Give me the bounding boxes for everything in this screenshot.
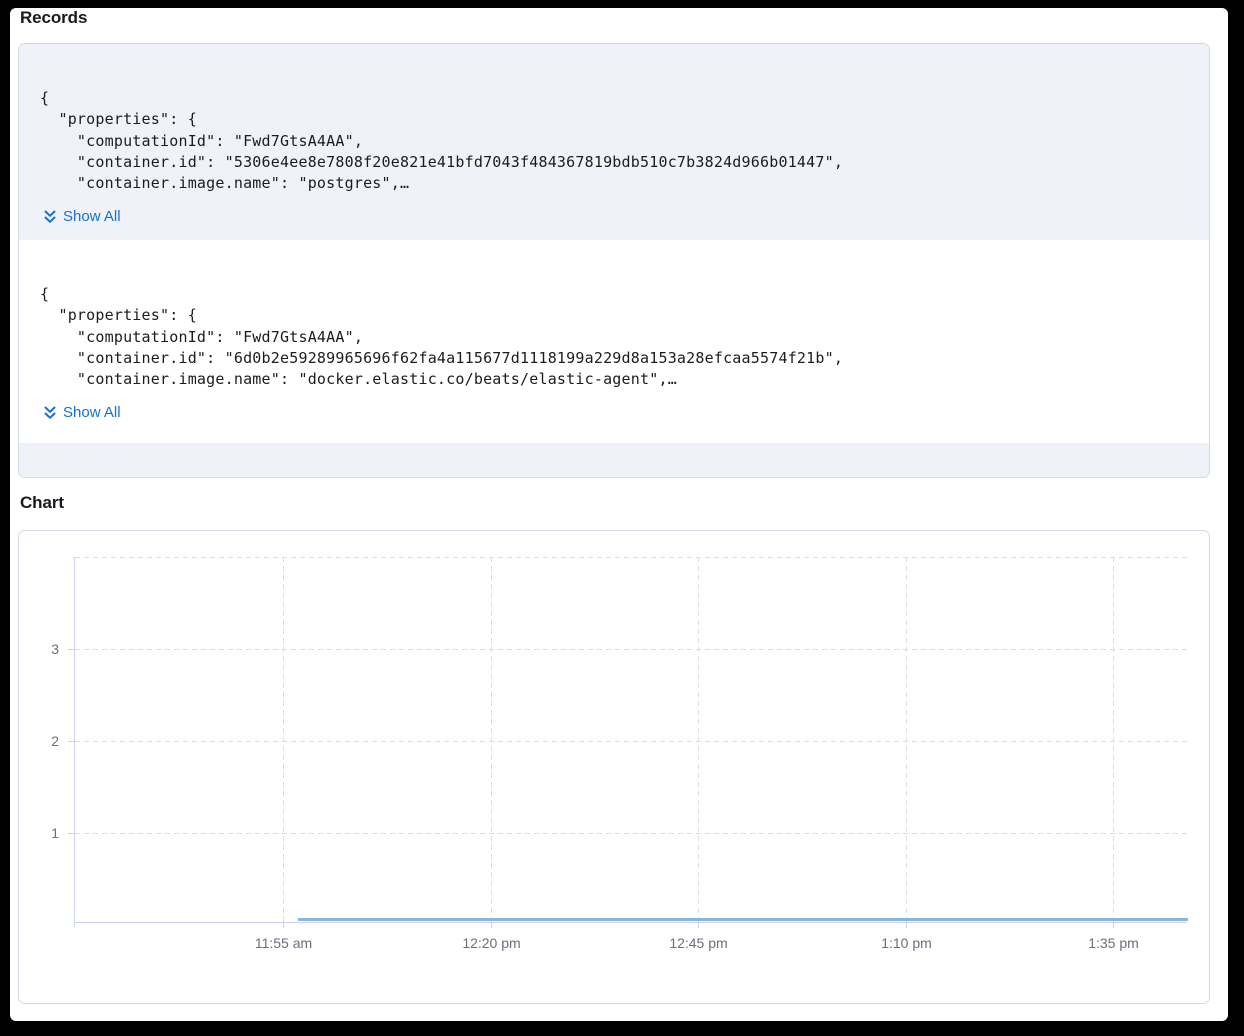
record-row: { "properties": { "computationId": "Fwd7… xyxy=(19,44,1209,240)
json-line: "container.id": "6d0b2e59289965696f62fa4… xyxy=(40,348,844,367)
records-section-title: Records xyxy=(20,8,88,27)
records-chart: 3 2 1 11:55 am 12:20 pm 12:45 pm 1:10 pm… xyxy=(51,557,1188,951)
chart-axes xyxy=(68,557,1187,928)
json-line: { xyxy=(40,285,50,303)
x-tick-label: 11:55 am xyxy=(255,935,312,951)
json-line: "properties": { xyxy=(40,110,197,129)
show-all-button[interactable]: Show All xyxy=(42,208,121,225)
horizontal-gridlines xyxy=(75,557,1187,834)
y-axis-labels: 3 2 1 xyxy=(51,641,59,841)
x-tick-label: 1:10 pm xyxy=(881,935,932,951)
x-axis-labels: 11:55 am 12:20 pm 12:45 pm 1:10 pm 1:35 … xyxy=(255,935,1139,951)
y-tick-label: 1 xyxy=(51,825,59,841)
y-tick-label: 3 xyxy=(51,641,59,657)
double-chevron-down-icon xyxy=(44,406,56,419)
y-tick-label: 2 xyxy=(51,733,59,749)
json-line: "container.image.name": "docker.elastic.… xyxy=(40,370,677,389)
record-row-partial xyxy=(19,443,1209,477)
record-json-preview: { "properties": { "computationId": "Fwd7… xyxy=(40,284,1189,390)
double-chevron-down-icon xyxy=(44,210,56,223)
chart-panel: 3 2 1 11:55 am 12:20 pm 12:45 pm 1:10 pm… xyxy=(18,530,1210,1004)
chart-section-title: Chart xyxy=(20,493,64,512)
x-tick-label: 12:20 pm xyxy=(462,935,520,951)
show-all-label: Show All xyxy=(63,404,121,422)
json-line: "container.id": "5306e4ee8e7808f20e821e4… xyxy=(40,152,844,171)
json-line: { xyxy=(40,89,50,107)
json-line: "properties": { xyxy=(40,306,197,325)
vertical-gridlines xyxy=(283,557,1114,922)
json-line: "computationId": "Fwd7GtsA4AA", xyxy=(40,131,364,150)
record-json-preview: { "properties": { "computationId": "Fwd7… xyxy=(40,88,1189,194)
json-line: "computationId": "Fwd7GtsA4AA", xyxy=(40,327,364,346)
record-row: { "properties": { "computationId": "Fwd7… xyxy=(19,240,1209,443)
records-panel: { "properties": { "computationId": "Fwd7… xyxy=(18,43,1210,478)
show-all-button[interactable]: Show All xyxy=(42,404,121,421)
x-tick-label: 1:35 pm xyxy=(1088,935,1139,951)
show-all-label: Show All xyxy=(63,208,121,226)
x-tick-label: 12:45 pm xyxy=(669,935,727,951)
json-line: "container.image.name": "postgres",… xyxy=(40,174,410,193)
